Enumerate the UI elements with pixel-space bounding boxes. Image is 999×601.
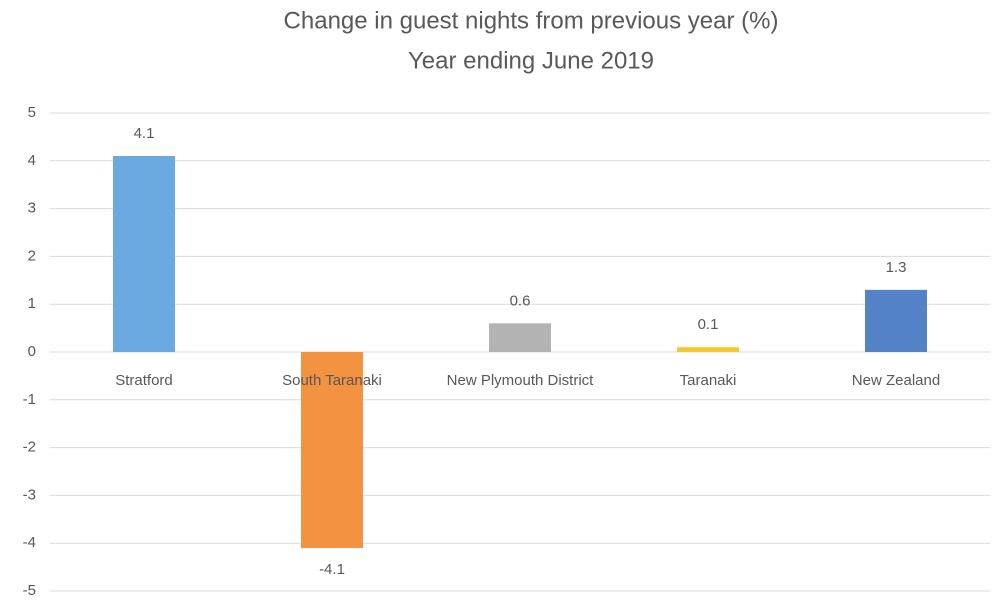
data-label: 0.6 — [510, 292, 531, 309]
y-tick-label: -4 — [23, 534, 36, 551]
y-tick-label: -2 — [23, 439, 36, 456]
x-tick-label: New Plymouth District — [447, 372, 595, 389]
x-tick-label: Taranaki — [680, 372, 737, 389]
bar — [677, 347, 739, 352]
x-tick-label: New Zealand — [852, 372, 940, 389]
y-tick-label: 1 — [28, 295, 36, 312]
data-label: -4.1 — [319, 561, 345, 578]
bar — [489, 323, 551, 352]
y-tick-label: 5 — [28, 104, 36, 121]
data-label: 0.1 — [698, 316, 719, 333]
y-tick-label: 2 — [28, 247, 36, 264]
y-tick-label: -3 — [23, 486, 36, 503]
y-tick-label: -1 — [23, 391, 36, 408]
x-tick-label: South Taranaki — [282, 372, 382, 389]
data-label: 4.1 — [134, 125, 155, 142]
x-tick-label: Stratford — [115, 372, 173, 389]
y-tick-label: 3 — [28, 200, 36, 217]
y-tick-label: -5 — [23, 582, 36, 599]
bar — [301, 352, 363, 548]
chart-title: Change in guest nights from previous yea… — [284, 7, 779, 34]
y-tick-label: 0 — [28, 343, 36, 360]
data-label: 1.3 — [886, 259, 907, 276]
bar — [865, 289, 927, 352]
chart-subtitle: Year ending June 2019 — [408, 47, 654, 74]
bar — [113, 156, 175, 352]
y-tick-label: 4 — [28, 152, 36, 169]
